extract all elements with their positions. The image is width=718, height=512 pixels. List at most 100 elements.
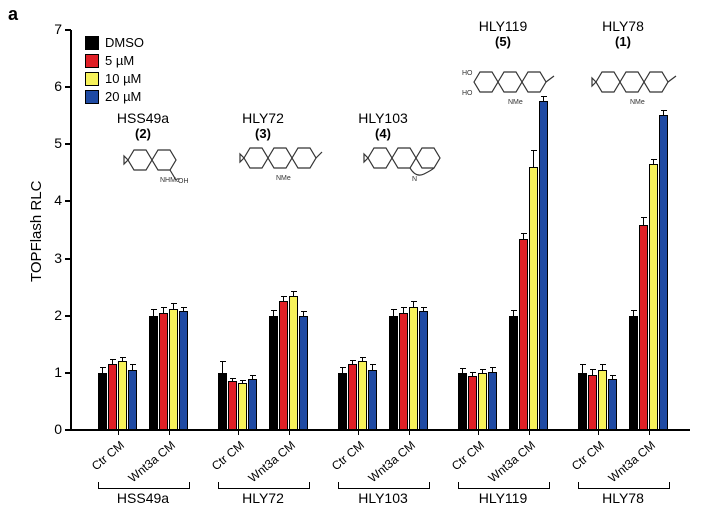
- x-group-label: HSS49a: [98, 490, 188, 506]
- bar: [358, 361, 367, 430]
- x-tick: [649, 430, 650, 435]
- bar: [399, 313, 408, 430]
- group-bracket: [98, 482, 190, 489]
- error-cap: [511, 310, 517, 311]
- y-tick: [65, 372, 71, 374]
- error-cap: [340, 367, 346, 368]
- x-tick: [409, 430, 410, 435]
- bar: [629, 316, 638, 430]
- x-tick: [238, 430, 239, 435]
- x-tick-label: Wnt3a CM: [243, 438, 298, 487]
- y-tick: [65, 429, 71, 431]
- y-axis-title: TOPFlash RLC: [28, 181, 45, 282]
- y-tick: [65, 258, 71, 260]
- bar: [108, 364, 117, 430]
- bar: [218, 373, 227, 430]
- error-cap: [580, 364, 586, 365]
- y-axis: [70, 30, 72, 430]
- compound-name: HLY72: [242, 110, 284, 126]
- x-tick: [118, 430, 119, 435]
- bar: [299, 316, 308, 430]
- error-cap: [600, 364, 606, 365]
- svg-text:NMe: NMe: [508, 99, 523, 106]
- compound-label: HLY78(1): [568, 18, 678, 49]
- x-tick: [289, 430, 290, 435]
- error-cap: [120, 357, 126, 358]
- error-cap: [391, 309, 397, 310]
- x-tick-label: Ctr CM: [552, 438, 607, 487]
- error-cap: [250, 375, 256, 376]
- svg-text:N: N: [412, 176, 417, 183]
- legend-label: 20 µM: [105, 89, 141, 104]
- error-bar: [393, 309, 394, 316]
- error-cap: [411, 301, 417, 302]
- bar: [509, 316, 518, 430]
- error-cap: [610, 375, 616, 376]
- bar: [368, 370, 377, 430]
- bar: [289, 296, 298, 430]
- error-cap: [161, 307, 167, 308]
- error-cap: [490, 367, 496, 368]
- x-tick-label: Ctr CM: [72, 438, 127, 487]
- compound-label: HLY119(5): [448, 18, 558, 49]
- legend-swatch: [85, 72, 99, 86]
- bar: [488, 372, 497, 430]
- bar: [348, 364, 357, 430]
- error-bar: [533, 150, 534, 167]
- x-tick-label: Ctr CM: [192, 438, 247, 487]
- y-tick-label: 1: [42, 364, 62, 380]
- bar: [468, 376, 477, 430]
- mol-hly72: NMe: [238, 128, 323, 183]
- x-tick-label: Ctr CM: [312, 438, 367, 487]
- y-tick-label: 2: [42, 307, 62, 323]
- error-cap: [151, 309, 157, 310]
- error-cap: [181, 307, 187, 308]
- compound-name: HSS49a: [117, 110, 169, 126]
- y-tick-label: 7: [42, 21, 62, 37]
- svg-text:HO: HO: [462, 70, 473, 77]
- x-tick-label: Wnt3a CM: [603, 438, 658, 487]
- x-group-label: HLY119: [458, 490, 548, 506]
- y-tick-label: 3: [42, 250, 62, 266]
- x-group-label: HLY103: [338, 490, 428, 506]
- bar: [659, 115, 668, 430]
- x-tick: [358, 430, 359, 435]
- error-cap: [401, 307, 407, 308]
- x-tick-label: Wnt3a CM: [123, 438, 178, 487]
- bar: [279, 301, 288, 430]
- group-bracket: [338, 482, 430, 489]
- bar: [269, 316, 278, 430]
- error-cap: [281, 296, 287, 297]
- svg-text:OH: OH: [178, 178, 189, 185]
- error-cap: [521, 233, 527, 234]
- y-tick: [65, 143, 71, 145]
- bar: [519, 239, 528, 430]
- bar: [639, 225, 648, 430]
- compound-name: HLY119: [479, 18, 528, 34]
- mol-hly78: NMe: [586, 52, 681, 107]
- y-tick: [65, 29, 71, 31]
- bar: [608, 379, 617, 430]
- bar: [128, 370, 137, 430]
- error-cap: [590, 369, 596, 370]
- y-tick: [65, 86, 71, 88]
- group-bracket: [458, 482, 550, 489]
- error-cap: [531, 150, 537, 151]
- bar: [649, 164, 658, 430]
- error-cap: [301, 311, 307, 312]
- error-cap: [291, 291, 297, 292]
- y-tick: [65, 315, 71, 317]
- compound-number: (1): [568, 34, 678, 49]
- compound-name: HLY78: [602, 18, 644, 34]
- x-tick: [169, 430, 170, 435]
- error-cap: [631, 310, 637, 311]
- bar: [149, 316, 158, 430]
- error-cap: [661, 110, 667, 111]
- error-cap: [370, 364, 376, 365]
- bar: [539, 101, 548, 430]
- error-bar: [643, 217, 644, 226]
- error-cap: [100, 367, 106, 368]
- y-tick-label: 4: [42, 192, 62, 208]
- error-cap: [641, 217, 647, 218]
- compound-name: HLY103: [358, 110, 408, 126]
